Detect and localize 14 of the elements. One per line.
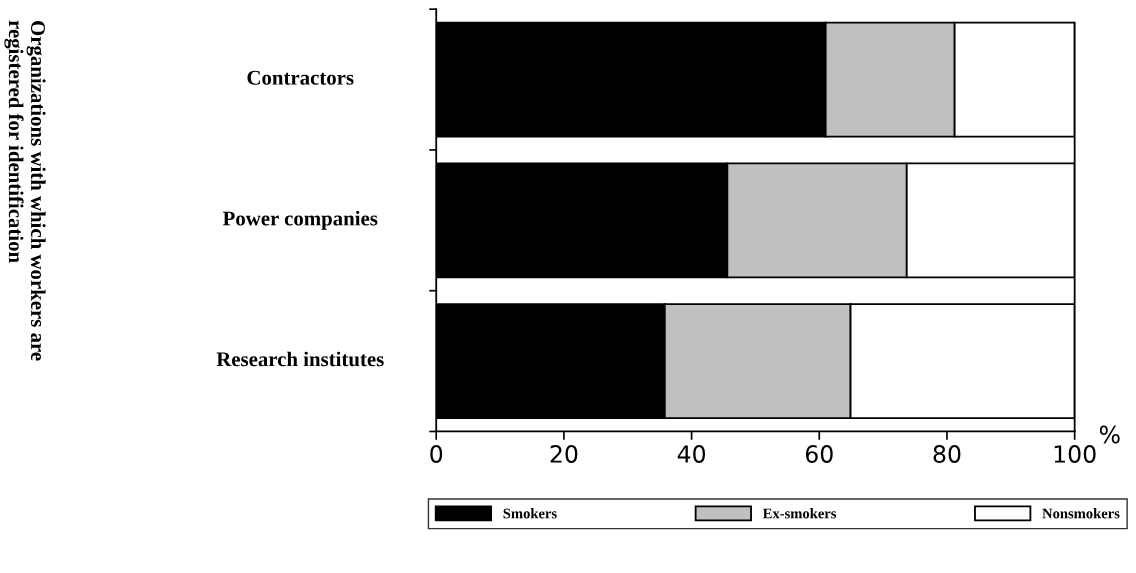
x-axis-title: %	[1099, 425, 1120, 444]
text: Organizations with which workers are registered for identification	[4, 20, 46, 361]
y-tick-label: Contractors	[247, 70, 354, 85]
x-tick-label: 20	[550, 445, 578, 463]
x-tick-label: 100	[1054, 445, 1096, 463]
legend-label: Ex-smokers	[762, 508, 837, 519]
y-tick-label: Power companies	[222, 210, 378, 230]
legend-label: Smokers	[503, 508, 557, 519]
y-tick-label: Research institutes	[216, 351, 384, 367]
x-tick-label: 40	[677, 445, 706, 463]
legend-label: Nonsmokers	[1042, 508, 1120, 519]
x-tick-label: 80	[933, 445, 961, 463]
x-tick-label: 60	[805, 445, 833, 463]
x-tick-label: 0	[430, 445, 443, 463]
